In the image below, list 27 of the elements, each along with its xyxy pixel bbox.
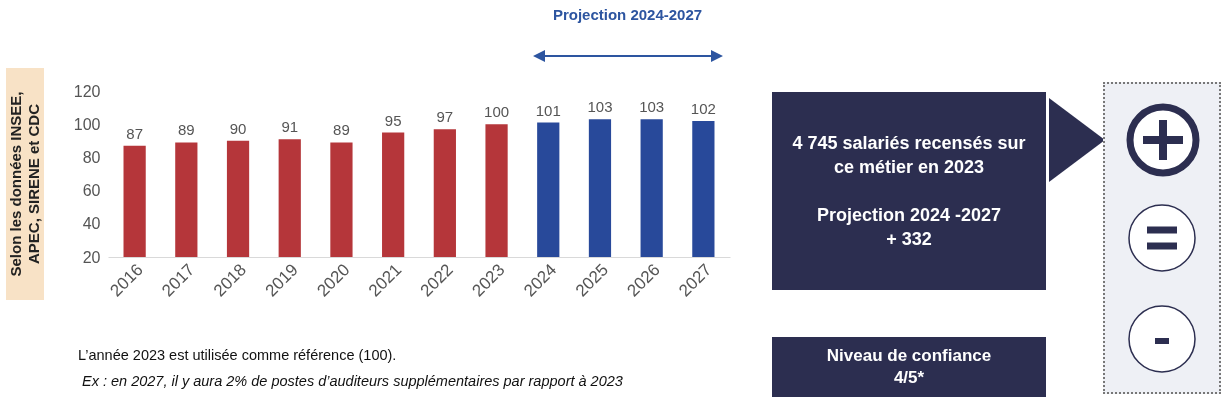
text: Projection 2024-2027 — [551, 6, 704, 23]
data-label: 100 — [484, 103, 510, 121]
text: Ex : en 2027, il y aura 2% de postes d’auditeurs supplémentaires par rapport à 2023 — [82, 373, 623, 389]
data-label: 95 — [384, 111, 402, 129]
data-label: 91 — [281, 118, 299, 136]
y-tick-label: 80 — [82, 148, 101, 166]
data-label: 89 — [333, 121, 350, 139]
data-label: 89 — [177, 121, 195, 139]
data-label: 101 — [535, 101, 561, 119]
y-tick-label: 20 — [82, 248, 101, 266]
text: Projection 2024 -2027 — [815, 204, 1003, 227]
data-label: 102 — [690, 99, 716, 117]
text: Niveau de confiance — [825, 345, 993, 367]
data-label: 90 — [229, 119, 247, 137]
data-label: 103 — [639, 98, 665, 116]
data-label: 103 — [587, 98, 613, 116]
y-tick-label: 100 — [73, 115, 101, 133]
text: + 332 — [885, 228, 933, 251]
text: 4/5* — [892, 367, 926, 389]
data-label: 97 — [436, 108, 454, 126]
y-tick-label: 120 — [73, 82, 101, 100]
data-label: 87 — [126, 124, 143, 142]
y-tick-label: 40 — [82, 215, 101, 233]
text: 4 745 salariés recensés sur ce métier en 2023 — [791, 132, 1027, 179]
text: L’année 2023 est utilisée comme référence (100). — [78, 347, 397, 363]
y-tick-label: 60 — [82, 182, 101, 200]
y-axis-title: Selon les données INSEE, APEC, SIRENE et CDC — [7, 68, 43, 300]
